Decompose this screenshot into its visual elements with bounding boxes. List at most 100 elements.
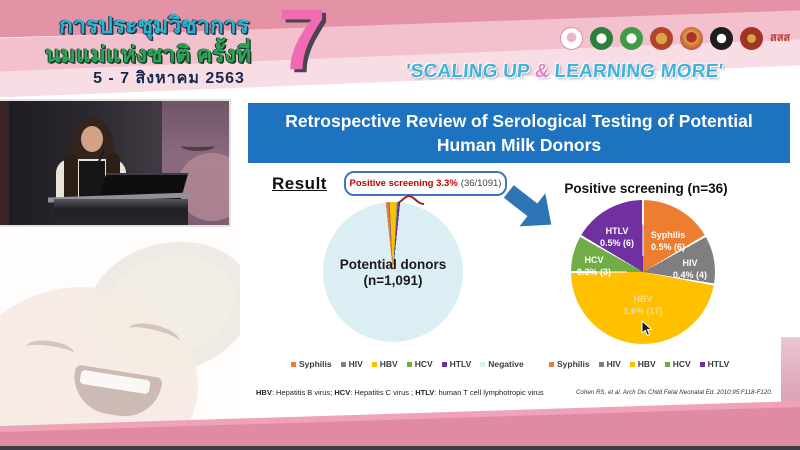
tagline-post: LEARNING MORE': [548, 61, 725, 82]
htlv-name: HTLV: [605, 226, 629, 236]
donors-label-line1: Potential donors: [339, 257, 447, 272]
syphilis-name: Syphilis: [650, 230, 686, 240]
hbv-name: HBV: [633, 294, 653, 304]
legend-item: HBV: [371, 359, 398, 369]
hcv-value: 0.3% (3): [576, 266, 611, 277]
slice-label-hiv: HIV 0.4% (4): [659, 258, 721, 281]
conference-tagline: 'SCALING UP & LEARNING MORE': [405, 61, 800, 83]
legend-label: HCV: [414, 359, 433, 369]
legend-item: HIV: [598, 359, 621, 369]
mother-baby-logo-icon: [560, 27, 583, 50]
syphilis-swatch-icon: [549, 361, 554, 367]
bottom-pink-band: [0, 400, 800, 450]
hiv-value: 0.4% (4): [672, 269, 707, 280]
slide-title: Retrospective Review of Serological Test…: [248, 103, 790, 163]
legend-label: Syphilis: [299, 359, 332, 369]
footnote-abbr-hbv: HBV: [256, 388, 272, 397]
potential-donors-pie: [323, 202, 463, 342]
sponsor-logos-row: สสส: [560, 27, 790, 50]
potential-donors-label: Potential donors (n=1,091): [309, 257, 477, 288]
syphilis-swatch-icon: [291, 361, 296, 367]
legend-item: HIV: [340, 359, 363, 369]
legend-label: HBV: [379, 359, 398, 369]
speaker-face: [81, 126, 103, 152]
slice-label-htlv: HTLV 0.5% (6): [587, 226, 647, 249]
positive-screening-pie: [571, 200, 715, 344]
legend-label: HBV: [637, 359, 656, 369]
hbv-value: 1.6% (17): [623, 305, 663, 316]
potential-donors-pie-chart: Potential donors (n=1,091): [323, 202, 463, 342]
sss-logo-icon: สสส: [770, 32, 791, 44]
positive-screening-callout: Positive screening 3.3% (36/1091): [344, 171, 507, 196]
bottom-band-dark-edge: [0, 446, 800, 450]
htlv-swatch-icon: [699, 361, 705, 367]
legend-item: HTLV: [699, 359, 730, 369]
syphilis-value: 0.5% (6): [650, 241, 685, 252]
hbv-swatch-icon: [629, 361, 635, 367]
legend-item: HBV: [629, 359, 656, 369]
legend-item: Syphilis: [549, 359, 590, 369]
legend-item: HCV: [406, 359, 433, 369]
gold-emblem-logo-icon: [680, 27, 703, 50]
legend-item: Negative: [480, 359, 524, 369]
hcv-swatch-icon: [664, 361, 670, 367]
hcv-swatch-icon: [406, 361, 412, 367]
baby-white-overlay: [0, 229, 240, 430]
legend-label: HIV: [606, 359, 621, 369]
legend-item: Syphilis: [291, 359, 332, 369]
baby-backdrop-image: [0, 229, 240, 430]
result-heading: Result: [272, 174, 327, 193]
tagline-pre: 'SCALING UP: [405, 61, 536, 82]
footnote-abbr-hcv: HCV: [334, 388, 351, 397]
edition-number: 7: [278, 0, 326, 88]
footnote-desc-htlv: : human T cell lymphotropic virus: [434, 388, 544, 397]
green-org2-logo-icon: [620, 27, 643, 50]
hiv-swatch-icon: [598, 361, 604, 367]
legend-label: HTLV: [449, 359, 472, 369]
hcv-name: HCV: [584, 255, 604, 265]
callout-highlight: Positive screening 3.3%: [349, 178, 458, 189]
conference-title-line1: การประชุมวิชาการ: [59, 12, 249, 38]
college-emblem-logo-icon: [740, 27, 763, 50]
conference-header: การประชุมวิชาการ นมแม่แห่งชาติ ครั้งที่ …: [0, 0, 800, 97]
hbv-swatch-icon: [371, 361, 377, 367]
legend-item: HTLV: [441, 359, 472, 369]
legend-label: HCV: [672, 359, 691, 369]
legend-label: HTLV: [707, 359, 730, 369]
negative-swatch-icon: [480, 361, 486, 367]
mouse-cursor-icon: [641, 320, 653, 337]
society-emblem-logo-icon: [710, 27, 733, 50]
legend-item: HCV: [664, 359, 691, 369]
speaker-hair-left: [64, 153, 78, 205]
legend-label: Negative: [488, 359, 524, 369]
positive-screening-pie-chart: Syphilis 0.5% (6) HIV 0.4% (4) HBV 1.6% …: [571, 200, 715, 344]
conference-title-line2: นมแม่แห่งชาติ ครั้งที่: [44, 41, 252, 67]
footnote-abbr-htlv: HTLV: [415, 388, 435, 397]
htlv-swatch-icon: [441, 361, 447, 367]
hiv-swatch-icon: [340, 361, 346, 367]
speaker-video-panel: [0, 99, 231, 227]
legend-label: HIV: [348, 359, 363, 369]
green-org-logo-icon: [590, 27, 613, 50]
callout-detail: (36/1091): [460, 178, 502, 189]
footnote-desc-hbv: : Hepatitis B virus;: [271, 388, 335, 397]
podium: [54, 199, 188, 225]
donors-label-line2: (n=1,091): [363, 272, 423, 288]
slice-label-hcv: HCV 0.3% (3): [565, 255, 623, 278]
legend-label: Syphilis: [557, 359, 590, 369]
screen-baby-eye: [181, 141, 215, 151]
footnote-desc-hcv: : Hepatitis C virus ;: [350, 388, 416, 397]
legend-potential-donors: Syphilis HIV HBV HCV HTLV Negative: [291, 359, 524, 369]
royal-emblem-logo-icon: [650, 27, 673, 50]
blue-arrow-icon: [503, 185, 552, 227]
legend-positive-screening: Syphilis HIV HBV HCV HTLV: [549, 359, 729, 369]
slice-label-hbv: HBV 1.6% (17): [611, 294, 675, 317]
htlv-value: 0.5% (6): [599, 237, 634, 248]
conference-dates: 5 - 7 สิงหาคม 2563: [93, 70, 245, 87]
hiv-name: HIV: [682, 258, 698, 268]
citation-text: Cohen RS, et al. Arch Dis Child Fetal Ne…: [576, 389, 773, 396]
positive-screening-title: Positive screening (n=36): [564, 181, 728, 196]
slice-label-syphilis: Syphilis 0.5% (6): [637, 230, 699, 253]
abbreviation-footnote: HBV: Hepatitis B virus; HCV: Hepatitis C…: [256, 388, 544, 397]
